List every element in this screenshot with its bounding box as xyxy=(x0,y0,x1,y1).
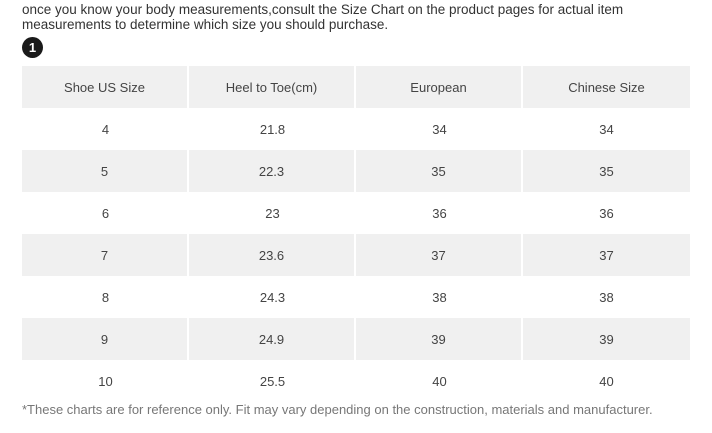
table-row: 8 24.3 38 38 xyxy=(22,276,690,318)
table-row: 6 23 36 36 xyxy=(22,192,690,234)
header-european: European xyxy=(356,66,523,108)
header-heel-to-toe: Heel to Toe(cm) xyxy=(189,66,356,108)
table-row: 10 25.5 40 40 xyxy=(22,360,690,402)
cell-chinese-size: 37 xyxy=(523,234,690,276)
intro-line-1: once you know your body measurements,con… xyxy=(22,2,624,17)
table-row: 5 22.3 35 35 xyxy=(22,150,690,192)
intro-line-2: measurements to determine which size you… xyxy=(22,17,389,32)
table-row: 9 24.9 39 39 xyxy=(22,318,690,360)
cell-heel-to-toe: 23 xyxy=(189,192,356,234)
cell-us-size: 10 xyxy=(22,360,189,402)
cell-chinese-size: 35 xyxy=(523,150,690,192)
cell-chinese-size: 40 xyxy=(523,360,690,402)
cell-us-size: 8 xyxy=(22,276,189,318)
header-shoe-us-size: Shoe US Size xyxy=(22,66,189,108)
table-row: 7 23.6 37 37 xyxy=(22,234,690,276)
step-number-badge: 1 xyxy=(22,37,43,58)
cell-chinese-size: 34 xyxy=(523,108,690,150)
cell-heel-to-toe: 25.5 xyxy=(189,360,356,402)
cell-heel-to-toe: 23.6 xyxy=(189,234,356,276)
table-row: 4 21.8 34 34 xyxy=(22,108,690,150)
cell-european: 39 xyxy=(356,318,523,360)
cell-european: 36 xyxy=(356,192,523,234)
cell-heel-to-toe: 21.8 xyxy=(189,108,356,150)
cell-european: 40 xyxy=(356,360,523,402)
cell-heel-to-toe: 22.3 xyxy=(189,150,356,192)
cell-heel-to-toe: 24.9 xyxy=(189,318,356,360)
size-chart-table: Shoe US Size Heel to Toe(cm) European Ch… xyxy=(22,66,690,402)
disclaimer-footnote: *These charts are for reference only. Fi… xyxy=(22,402,653,417)
cell-us-size: 7 xyxy=(22,234,189,276)
cell-us-size: 4 xyxy=(22,108,189,150)
cell-heel-to-toe: 24.3 xyxy=(189,276,356,318)
cell-european: 37 xyxy=(356,234,523,276)
cell-european: 34 xyxy=(356,108,523,150)
header-chinese-size: Chinese Size xyxy=(523,66,690,108)
cell-chinese-size: 36 xyxy=(523,192,690,234)
cell-us-size: 5 xyxy=(22,150,189,192)
table-header-row: Shoe US Size Heel to Toe(cm) European Ch… xyxy=(22,66,690,108)
cell-us-size: 6 xyxy=(22,192,189,234)
cell-chinese-size: 38 xyxy=(523,276,690,318)
cell-european: 35 xyxy=(356,150,523,192)
cell-us-size: 9 xyxy=(22,318,189,360)
cell-european: 38 xyxy=(356,276,523,318)
cell-chinese-size: 39 xyxy=(523,318,690,360)
intro-text: once you know your body measurements,con… xyxy=(22,2,702,32)
